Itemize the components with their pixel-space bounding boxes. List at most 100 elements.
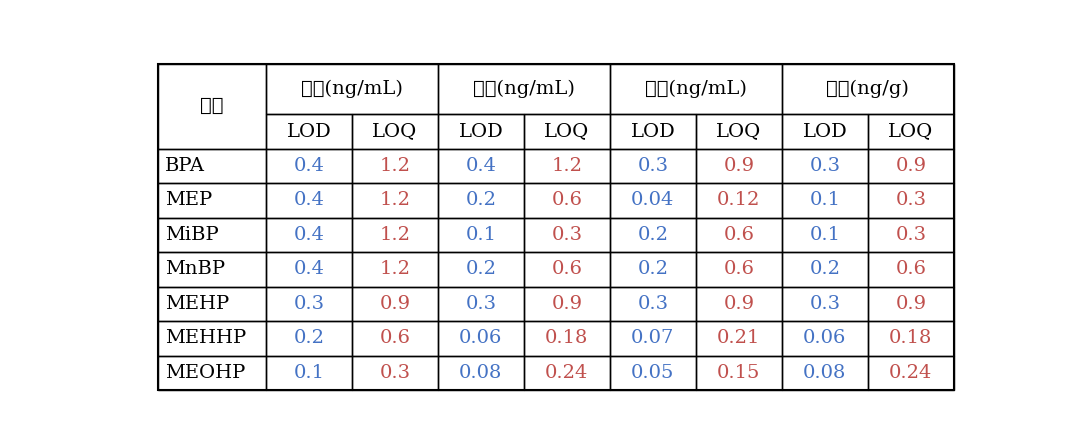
Bar: [266, 355, 352, 390]
Text: 0.12: 0.12: [717, 191, 760, 209]
Bar: [868, 355, 954, 390]
Text: 0.6: 0.6: [724, 260, 755, 278]
Bar: [266, 149, 352, 183]
Bar: [438, 252, 524, 287]
Text: 0.4: 0.4: [465, 157, 496, 175]
Bar: [438, 355, 524, 390]
Bar: [609, 321, 696, 355]
Bar: [266, 64, 438, 114]
Text: 소변(ng/mL): 소변(ng/mL): [300, 80, 403, 98]
Bar: [609, 252, 696, 287]
Bar: [696, 218, 781, 252]
Bar: [266, 114, 352, 149]
Text: 0.24: 0.24: [889, 364, 932, 382]
Text: 1.2: 1.2: [379, 260, 410, 278]
Bar: [524, 321, 609, 355]
Bar: [696, 183, 781, 218]
Bar: [524, 183, 609, 218]
Bar: [438, 218, 524, 252]
Text: 태반(ng/g): 태반(ng/g): [826, 80, 910, 98]
Bar: [781, 355, 868, 390]
Text: 0.05: 0.05: [631, 364, 675, 382]
Text: 0.18: 0.18: [545, 329, 589, 347]
Text: MEOHP: MEOHP: [165, 364, 246, 382]
Text: 0.6: 0.6: [896, 260, 927, 278]
Text: 0.15: 0.15: [717, 364, 760, 382]
Bar: [438, 149, 524, 183]
Bar: [781, 114, 868, 149]
Text: 0.2: 0.2: [637, 260, 668, 278]
Text: 0.6: 0.6: [379, 329, 410, 347]
Text: 0.3: 0.3: [637, 157, 668, 175]
Text: MnBP: MnBP: [165, 260, 226, 278]
Bar: [609, 218, 696, 252]
Bar: [781, 149, 868, 183]
Bar: [781, 183, 868, 218]
Text: 0.3: 0.3: [809, 295, 840, 313]
Text: 0.4: 0.4: [293, 191, 324, 209]
Text: 0.2: 0.2: [465, 260, 496, 278]
Text: LOD: LOD: [631, 123, 676, 140]
Bar: [781, 287, 868, 321]
Text: 0.3: 0.3: [465, 295, 496, 313]
Bar: [158, 64, 266, 149]
Bar: [266, 321, 352, 355]
Text: LOD: LOD: [459, 123, 503, 140]
Bar: [524, 218, 609, 252]
Bar: [868, 287, 954, 321]
Bar: [781, 252, 868, 287]
Bar: [696, 287, 781, 321]
Bar: [438, 114, 524, 149]
Text: BPA: BPA: [165, 157, 205, 175]
Text: 0.08: 0.08: [803, 364, 847, 382]
Text: LOQ: LOQ: [544, 123, 589, 140]
Text: 0.07: 0.07: [631, 329, 675, 347]
Text: 0.6: 0.6: [552, 260, 583, 278]
Text: 0.2: 0.2: [637, 226, 668, 244]
Text: 1.2: 1.2: [379, 157, 410, 175]
Bar: [352, 183, 438, 218]
Bar: [352, 355, 438, 390]
Bar: [524, 114, 609, 149]
Text: 0.9: 0.9: [724, 157, 755, 175]
Bar: [868, 252, 954, 287]
Bar: [158, 321, 266, 355]
Text: 혁청(ng/mL): 혁청(ng/mL): [472, 80, 575, 98]
Text: LOQ: LOQ: [716, 123, 761, 140]
Bar: [352, 218, 438, 252]
Bar: [352, 252, 438, 287]
Text: 0.2: 0.2: [809, 260, 840, 278]
Text: MEP: MEP: [165, 191, 213, 209]
Bar: [696, 321, 781, 355]
Text: 0.3: 0.3: [379, 364, 410, 382]
Text: 0.3: 0.3: [809, 157, 840, 175]
Text: MiBP: MiBP: [165, 226, 219, 244]
Bar: [781, 321, 868, 355]
Text: 0.9: 0.9: [895, 157, 927, 175]
Bar: [609, 355, 696, 390]
Text: 0.3: 0.3: [895, 226, 927, 244]
Bar: [868, 183, 954, 218]
Bar: [352, 149, 438, 183]
Bar: [524, 287, 609, 321]
Bar: [266, 183, 352, 218]
Text: 0.1: 0.1: [809, 191, 840, 209]
Text: 0.1: 0.1: [465, 226, 496, 244]
Text: MEHHP: MEHHP: [165, 329, 246, 347]
Text: MEHP: MEHP: [165, 295, 230, 313]
Bar: [158, 252, 266, 287]
Text: 0.3: 0.3: [552, 226, 583, 244]
Bar: [158, 183, 266, 218]
Text: 0.9: 0.9: [895, 295, 927, 313]
Bar: [868, 321, 954, 355]
Bar: [609, 183, 696, 218]
Text: 0.24: 0.24: [545, 364, 589, 382]
Text: 0.18: 0.18: [889, 329, 932, 347]
Bar: [438, 321, 524, 355]
Bar: [266, 252, 352, 287]
Bar: [352, 287, 438, 321]
Bar: [868, 218, 954, 252]
Bar: [352, 114, 438, 149]
Bar: [524, 252, 609, 287]
Bar: [438, 287, 524, 321]
